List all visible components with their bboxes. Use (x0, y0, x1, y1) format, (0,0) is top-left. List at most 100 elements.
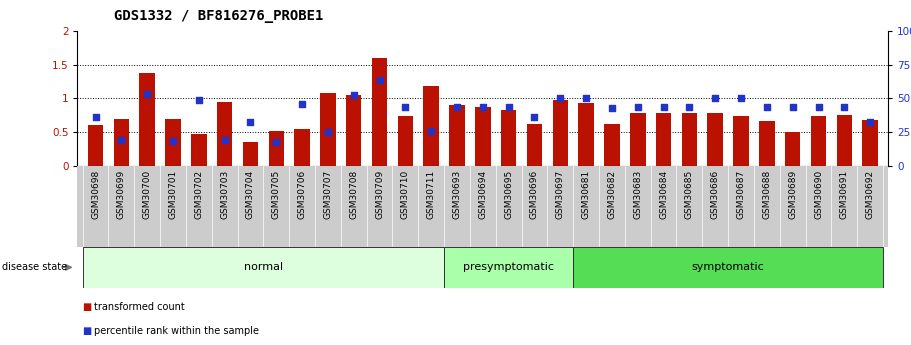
Bar (269, 131, 284, 166)
Point (191, 98, 206, 103)
Text: GSM30698: GSM30698 (91, 170, 100, 219)
Point (424, 128, 438, 134)
Bar (836, 115, 852, 166)
Bar (656, 113, 671, 166)
Text: GSM30711: GSM30711 (426, 170, 435, 219)
Text: GDS1332 / BF816276_PROBE1: GDS1332 / BF816276_PROBE1 (114, 9, 323, 23)
Text: GSM30696: GSM30696 (530, 170, 539, 219)
Text: symptomatic: symptomatic (691, 263, 764, 272)
Point (114, 137, 128, 143)
Bar (191, 134, 207, 166)
Bar (604, 124, 619, 166)
Point (321, 129, 335, 135)
Bar (346, 95, 362, 166)
Text: transformed count: transformed count (94, 302, 185, 312)
Text: GSM30690: GSM30690 (814, 170, 823, 219)
Point (346, 92, 361, 98)
Text: presymptomatic: presymptomatic (463, 263, 554, 272)
Bar (573, 247, 883, 288)
Bar (501, 110, 517, 166)
Bar (372, 58, 387, 166)
Bar (811, 117, 826, 166)
Point (398, 104, 413, 110)
Bar (83, 247, 444, 288)
Text: GSM30700: GSM30700 (143, 170, 151, 219)
Point (501, 104, 516, 110)
Text: GSM30686: GSM30686 (711, 170, 720, 219)
Text: percentile rank within the sample: percentile rank within the sample (94, 326, 259, 336)
Bar (863, 120, 878, 166)
Point (656, 104, 670, 110)
Text: GSM30693: GSM30693 (453, 170, 462, 219)
Bar (242, 142, 258, 166)
Point (243, 119, 258, 125)
Text: GSM30704: GSM30704 (246, 170, 255, 219)
Bar (114, 119, 129, 166)
Point (88, 115, 103, 120)
Text: GSM30681: GSM30681 (581, 170, 590, 219)
Bar (217, 102, 232, 166)
Point (450, 104, 465, 110)
Point (476, 104, 490, 110)
Point (630, 104, 645, 110)
Bar (527, 124, 542, 166)
Point (811, 104, 825, 110)
Text: ■: ■ (82, 302, 91, 312)
Bar (87, 125, 103, 166)
Text: ■: ■ (82, 326, 91, 336)
Point (708, 96, 722, 101)
Bar (578, 103, 594, 166)
Bar (444, 247, 573, 288)
Point (269, 139, 283, 145)
Bar (708, 113, 723, 166)
Text: GSM30709: GSM30709 (375, 170, 384, 219)
Text: GSM30707: GSM30707 (323, 170, 333, 219)
Point (837, 104, 852, 110)
Bar (553, 100, 568, 166)
Text: GSM30697: GSM30697 (556, 170, 565, 219)
Text: GSM30710: GSM30710 (401, 170, 410, 219)
Bar (139, 73, 155, 166)
Text: GSM30683: GSM30683 (633, 170, 642, 219)
Bar (424, 86, 439, 166)
Point (553, 96, 568, 101)
Text: GSM30708: GSM30708 (349, 170, 358, 219)
Point (733, 96, 748, 101)
Text: disease state: disease state (2, 263, 67, 272)
Point (578, 96, 593, 101)
Point (682, 104, 697, 110)
Point (373, 77, 387, 83)
Text: GSM30703: GSM30703 (220, 170, 230, 219)
Text: GSM30684: GSM30684 (659, 170, 668, 219)
Text: GSM30702: GSM30702 (194, 170, 203, 219)
Text: GSM30705: GSM30705 (271, 170, 281, 219)
Bar (630, 113, 646, 166)
Text: GSM30695: GSM30695 (504, 170, 513, 219)
Text: GSM30688: GSM30688 (763, 170, 772, 219)
Point (760, 104, 774, 110)
Bar (681, 113, 697, 166)
Point (166, 138, 180, 144)
Point (218, 137, 232, 143)
Text: GSM30706: GSM30706 (298, 170, 307, 219)
Text: GSM30687: GSM30687 (736, 170, 745, 219)
Point (295, 101, 310, 107)
Bar (475, 107, 491, 166)
Text: GSM30692: GSM30692 (865, 170, 875, 219)
Text: GSM30699: GSM30699 (117, 170, 126, 219)
Text: GSM30685: GSM30685 (685, 170, 694, 219)
Point (785, 104, 800, 110)
Bar (785, 132, 801, 166)
Bar (320, 93, 335, 166)
Text: normal: normal (244, 263, 283, 272)
Text: GSM30694: GSM30694 (478, 170, 487, 219)
Text: GSM30682: GSM30682 (608, 170, 617, 219)
Bar (294, 129, 310, 166)
Bar (397, 116, 413, 166)
Point (605, 106, 619, 111)
Bar (733, 116, 749, 166)
Point (863, 119, 877, 125)
Bar (449, 105, 465, 166)
Bar (165, 119, 180, 166)
Text: GSM30701: GSM30701 (169, 170, 178, 219)
